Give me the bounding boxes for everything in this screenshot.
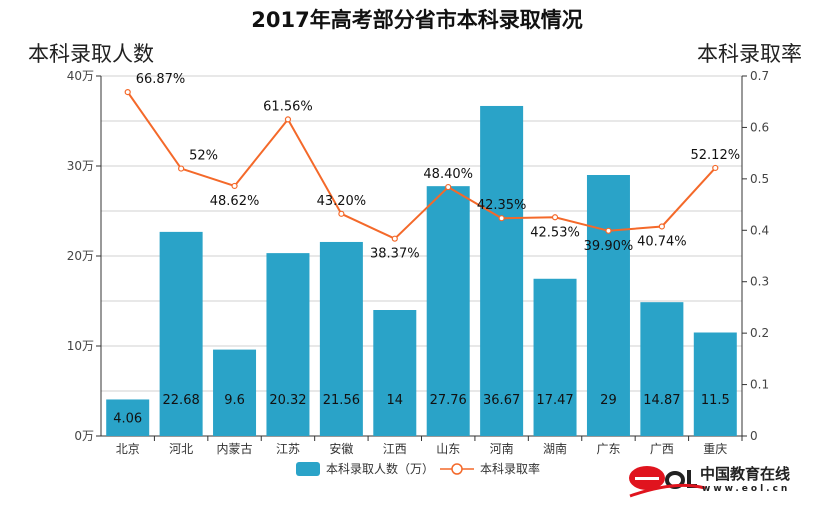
bar <box>106 399 150 436</box>
rate-point <box>178 165 185 172</box>
rate-label: 43.20% <box>317 194 367 209</box>
rate-label: 40.74% <box>637 234 687 249</box>
bar <box>266 253 310 436</box>
bar <box>319 241 363 436</box>
eol-logo <box>629 466 706 498</box>
rate-point <box>338 210 345 217</box>
legend-line-label: 本科录取率 <box>480 462 541 476</box>
bar-label: 21.56 <box>323 393 360 408</box>
bar-label: 11.5 <box>701 393 730 408</box>
bar-label: 29 <box>600 393 617 408</box>
x-tick-label: 山东 <box>436 442 460 456</box>
bar-label: 14.87 <box>643 393 680 408</box>
right-tick-label: 0 <box>750 429 758 443</box>
rate-label: 66.87% <box>136 72 186 87</box>
x-tick-label: 江西 <box>383 442 407 456</box>
rate-label: 52% <box>189 149 218 164</box>
rate-line <box>126 91 717 240</box>
legend-bar-label: 本科录取人数（万） <box>326 462 435 476</box>
x-tick-label: 江苏 <box>276 442 300 456</box>
rate-point <box>284 116 292 123</box>
bar <box>373 310 417 436</box>
bar <box>586 175 630 436</box>
left-tick-label: 40万 <box>67 69 94 83</box>
x-tick-label: 湖南 <box>543 441 567 456</box>
bar <box>480 105 524 436</box>
left-tick-label: 0万 <box>74 429 94 443</box>
rate-point <box>231 182 238 190</box>
logo-url: www.eol.cn <box>702 484 791 494</box>
rate-point <box>712 164 719 172</box>
bar <box>533 278 577 436</box>
left-axis-label: 本科录取人数 <box>28 42 154 66</box>
bar <box>426 186 470 436</box>
rate-label: 38.37% <box>370 247 420 262</box>
rate-label: 42.53% <box>530 225 580 240</box>
right-tick-label: 0.2 <box>750 326 769 340</box>
x-tick-label: 内蒙古 <box>217 441 253 456</box>
x-tick-label: 广西 <box>650 442 674 456</box>
x-tick-label: 河北 <box>169 442 193 456</box>
rate-label: 42.35% <box>477 198 527 213</box>
right-tick-label: 0.4 <box>750 223 769 237</box>
rate-point <box>391 235 398 242</box>
bar <box>159 231 203 436</box>
legend-bar-swatch <box>296 461 320 476</box>
bar-label: 20.32 <box>269 393 306 408</box>
rate-label: 48.40% <box>423 167 473 182</box>
rate-label: 52.12% <box>691 148 741 163</box>
left-tick-label: 20万 <box>67 249 94 263</box>
x-tick-label: 广东 <box>596 442 620 456</box>
bar <box>213 349 257 436</box>
right-tick-label: 0.5 <box>750 172 769 186</box>
bar <box>640 302 684 436</box>
rate-label: 48.62% <box>210 194 260 209</box>
right-tick-label: 0.1 <box>750 378 769 392</box>
x-tick-label: 河南 <box>490 441 514 456</box>
right-tick-label: 0.7 <box>750 69 769 83</box>
rate-label: 61.56% <box>263 99 313 114</box>
rate-point <box>551 214 559 221</box>
logo-name: 中国教育在线 <box>700 465 791 483</box>
rate-point <box>445 183 452 191</box>
bar-label: 4.06 <box>113 412 142 427</box>
legend: 本科录取人数（万） 本科录取率 <box>296 460 540 477</box>
x-tick-label: 重庆 <box>703 442 727 456</box>
legend-line-swatch <box>440 462 475 475</box>
left-tick-label: 30万 <box>67 159 94 173</box>
x-tick-label: 安徽 <box>329 441 353 456</box>
rate-point <box>498 215 505 222</box>
bar-label: 17.47 <box>536 393 573 408</box>
rate-label: 39.90% <box>584 239 634 254</box>
x-tick-label: 北京 <box>116 442 140 456</box>
chart-title: 2017年高考部分省市本科录取情况 <box>251 8 583 32</box>
bar-label: 9.6 <box>224 393 245 408</box>
rate-point <box>124 88 131 96</box>
left-tick-label: 10万 <box>67 339 94 353</box>
bar-label: 36.67 <box>483 393 520 408</box>
bar-label: 27.76 <box>430 393 467 408</box>
rate-point <box>605 227 612 234</box>
bar-label: 14 <box>387 393 404 408</box>
bar <box>693 332 737 436</box>
right-axis-label: 本科录取率 <box>697 42 802 66</box>
right-tick-label: 0.6 <box>750 120 769 134</box>
rate-point <box>658 223 665 230</box>
right-tick-label: 0.3 <box>750 275 769 289</box>
bar-label: 22.68 <box>163 393 200 408</box>
